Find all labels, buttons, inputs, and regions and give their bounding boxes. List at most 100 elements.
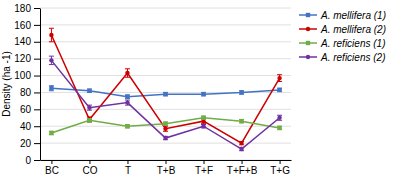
- grid-line: [40, 75, 291, 76]
- grid: [40, 8, 291, 160]
- tick-mark: [51, 160, 52, 164]
- legend-item: A. reficiens (1): [299, 38, 385, 49]
- tick-label: 180: [14, 3, 31, 14]
- error-bar: [125, 100, 130, 105]
- series: [49, 56, 282, 151]
- error-bar: [49, 131, 54, 134]
- error-bar: [277, 126, 282, 129]
- error-bar: [239, 147, 244, 150]
- tick: 180: [14, 3, 40, 14]
- tick: 20: [20, 138, 40, 149]
- legend-marker: [306, 55, 310, 59]
- tick-label: 160: [14, 20, 31, 31]
- tick: T+G: [270, 160, 290, 176]
- tick-mark: [280, 160, 281, 164]
- x-axis: BCCOTT+BT+FT+F+BT+G: [41, 160, 292, 176]
- legend-marker: [306, 13, 310, 17]
- legend-marker: [306, 27, 310, 31]
- tick: T+F+B: [227, 160, 258, 176]
- marker: [277, 88, 281, 92]
- legend-label: A. mellifera (1): [320, 10, 386, 21]
- marker: [239, 90, 243, 94]
- tick-label: 80: [20, 87, 32, 98]
- tick: T+B: [157, 160, 176, 176]
- error-bar: [87, 119, 92, 122]
- tick: BC: [45, 160, 59, 176]
- tick-label: CO: [82, 165, 97, 176]
- tick-label: T+F+B: [227, 165, 258, 176]
- marker: [201, 116, 205, 120]
- marker: [201, 92, 205, 96]
- series: [49, 28, 282, 145]
- error-bar: [163, 136, 168, 139]
- data-marks: [49, 28, 282, 151]
- legend-label: A. reficiens (1): [320, 38, 385, 49]
- marker: [49, 33, 53, 37]
- error-bar: [277, 88, 282, 91]
- legend-label: A. mellifera (2): [320, 24, 386, 35]
- plot: 020406080100120140160180BCCOTT+BT+FT+F+B…: [14, 3, 291, 176]
- y-axis: 020406080100120140160180: [14, 3, 40, 166]
- tick-label: 20: [20, 138, 32, 149]
- tick: 60: [20, 104, 40, 115]
- error-bar: [201, 116, 206, 119]
- tick-mark: [89, 160, 90, 164]
- marker: [49, 86, 53, 90]
- tick-mark: [34, 126, 40, 127]
- legend: A. mellifera (1) A. mellifera (2) A. refic…: [299, 10, 386, 63]
- tick-label: T+B: [157, 165, 176, 176]
- error-bar: [163, 126, 168, 131]
- tick-label: BC: [45, 165, 59, 176]
- tick-mark: [34, 92, 40, 93]
- marker: [239, 119, 243, 123]
- chart: 020406080100120140160180BCCOTT+BT+FT+F+B…: [0, 0, 401, 180]
- marker: [163, 121, 167, 125]
- marker: [87, 118, 91, 122]
- legend-item: A. reficiens (2): [299, 52, 385, 63]
- tick-label: 60: [20, 104, 32, 115]
- tick-mark: [34, 160, 40, 161]
- legend-item: A. mellifera (1): [299, 10, 386, 21]
- error-bar: [277, 115, 282, 120]
- marker: [125, 71, 129, 75]
- marker: [239, 147, 243, 151]
- error-bar: [277, 75, 282, 82]
- tick-label: 120: [14, 53, 31, 64]
- series: [49, 116, 282, 136]
- error-bar: [163, 122, 168, 125]
- error-bar: [239, 141, 244, 144]
- tick-mark: [127, 160, 128, 164]
- error-bar: [125, 69, 130, 77]
- marker: [87, 89, 91, 93]
- error-bar: [87, 89, 92, 92]
- marker: [49, 58, 53, 62]
- error-bar: [125, 95, 130, 98]
- error-bar: [87, 105, 92, 110]
- line: [51, 118, 279, 133]
- tick-mark: [34, 109, 40, 110]
- marker: [163, 127, 167, 131]
- tick-label: T+F: [195, 165, 213, 176]
- tick: 40: [20, 121, 40, 132]
- marker: [125, 94, 129, 98]
- grid-line: [40, 41, 291, 42]
- tick: 160: [14, 20, 40, 31]
- legend-item: A. mellifera (2): [299, 24, 386, 35]
- y-axis-title: Density (ha -1): [1, 51, 12, 117]
- tick-mark: [34, 8, 40, 9]
- line: [51, 60, 279, 149]
- marker: [163, 92, 167, 96]
- tick-label: 0: [25, 155, 31, 166]
- error-bar: [201, 125, 206, 128]
- error-bar: [125, 125, 130, 128]
- tick: 0: [25, 155, 40, 166]
- marker: [201, 124, 205, 128]
- marker: [277, 126, 281, 130]
- tick: 140: [14, 36, 40, 47]
- tick-label: T+G: [270, 165, 290, 176]
- tick-mark: [34, 143, 40, 144]
- marker: [239, 141, 243, 145]
- grid-line: [40, 8, 291, 9]
- series: [49, 86, 282, 99]
- error-bar: [201, 92, 206, 95]
